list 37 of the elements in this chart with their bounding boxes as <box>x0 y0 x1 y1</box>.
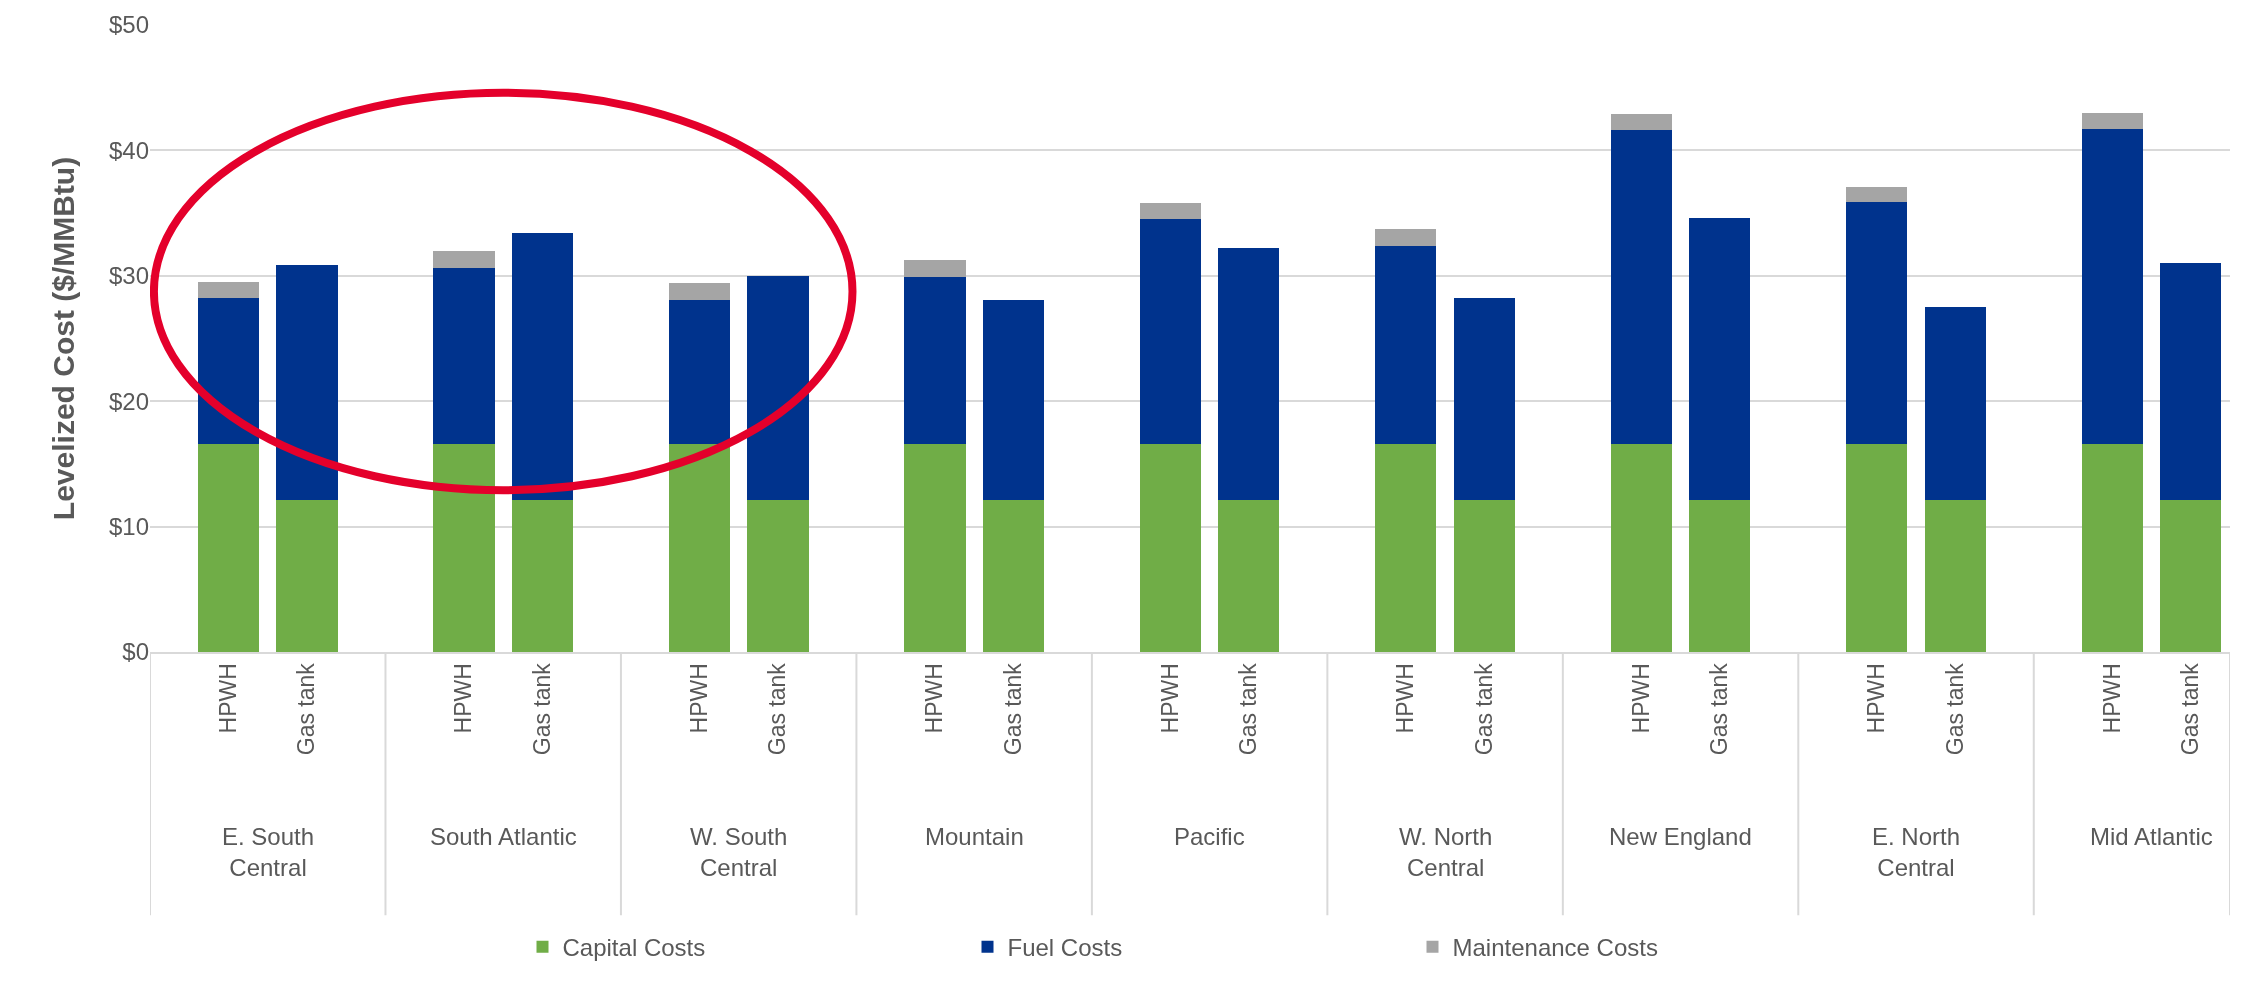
y-tick-label: $40 <box>108 136 149 164</box>
text: Mid Atlantic <box>2090 823 2213 850</box>
legend-label: Maintenance Costs <box>1452 934 1658 962</box>
x-tick-label: Gas tank <box>1235 662 1262 756</box>
x-tick-label: HPWH <box>450 663 477 734</box>
y-tick-label: $0 <box>122 638 149 666</box>
x-tick-label: Gas tank <box>999 662 1026 756</box>
legend-label: Capital Costs <box>562 934 706 962</box>
x-tick-label: HPWH <box>1863 663 1890 734</box>
x-tick-label: HPWH <box>685 663 712 734</box>
text: W. North Central <box>1399 823 1493 882</box>
x-tick-label: Gas tank <box>2177 662 2204 756</box>
x-tick-label: Gas tank <box>1706 662 1733 756</box>
text: Mountain <box>925 823 1024 850</box>
x-tick-label: Gas tank <box>1941 662 1968 756</box>
text: Pacific <box>1174 823 1245 850</box>
x-tick-label: Gas tank <box>528 662 555 756</box>
legend-label: Fuel Costs <box>1007 934 1123 962</box>
y-tick-label: $50 <box>108 11 149 39</box>
x-tick-label: Gas tank <box>1470 662 1497 756</box>
y-tick-label: $10 <box>108 513 149 540</box>
text: South Atlantic <box>430 823 577 850</box>
x-tick-label: HPWH <box>1392 663 1419 734</box>
text: W. South Central <box>690 823 788 882</box>
text: E. South Central <box>222 823 315 882</box>
y-tick-label: $30 <box>108 262 149 290</box>
text: E. North Central <box>1872 823 1961 882</box>
x-tick-label: HPWH <box>214 663 241 734</box>
x-tick-label: HPWH <box>921 663 948 734</box>
y-axis-title: Levelized Cost ($/MMBtu) <box>46 156 80 521</box>
x-tick-label: HPWH <box>1156 663 1183 734</box>
x-tick-label: Gas tank <box>293 662 320 756</box>
x-tick-label: HPWH <box>2098 663 2125 734</box>
x-tick-label: HPWH <box>1627 663 1654 734</box>
y-tick-label: $20 <box>108 387 149 415</box>
x-tick-label: Gas tank <box>764 662 791 756</box>
text: New England <box>1609 823 1752 850</box>
